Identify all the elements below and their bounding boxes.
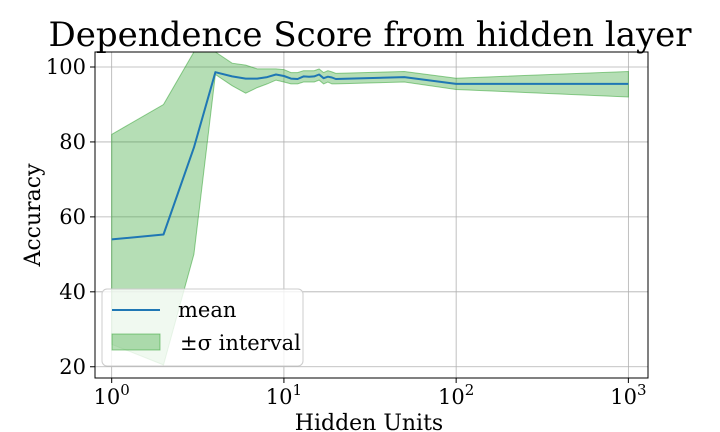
- chart-title: Dependence Score from hidden layer: [48, 15, 692, 55]
- x-tick-label: 103: [610, 381, 646, 409]
- x-tick-label: 101: [266, 381, 302, 409]
- y-tick-label: 60: [59, 205, 86, 229]
- x-tick-label: 100: [94, 381, 130, 409]
- legend-sigma-label: ±σ interval: [180, 331, 301, 355]
- x-axis-label: Hidden Units: [295, 411, 443, 432]
- y-tick-label: 40: [59, 280, 86, 304]
- y-axis-ticks: 20 40 60 80 100: [46, 55, 95, 379]
- mean-line-layer: [111, 71, 629, 241]
- legend-mean-label: mean: [178, 298, 236, 322]
- y-tick-label: 100: [46, 55, 86, 79]
- y-tick-label: 20: [59, 355, 86, 379]
- y-tick-label: 80: [59, 130, 86, 154]
- legend-box: [101, 288, 304, 367]
- x-tick-label: 102: [438, 381, 474, 409]
- plot-frame: [94, 51, 649, 379]
- legend: mean ±σ interval: [101, 288, 304, 367]
- x-axis-ticks: 100 101 102 103: [94, 378, 647, 409]
- legend-sigma-swatch: [111, 333, 161, 351]
- mean-line: [111, 71, 629, 241]
- y-axis-label: Accuracy: [21, 163, 46, 268]
